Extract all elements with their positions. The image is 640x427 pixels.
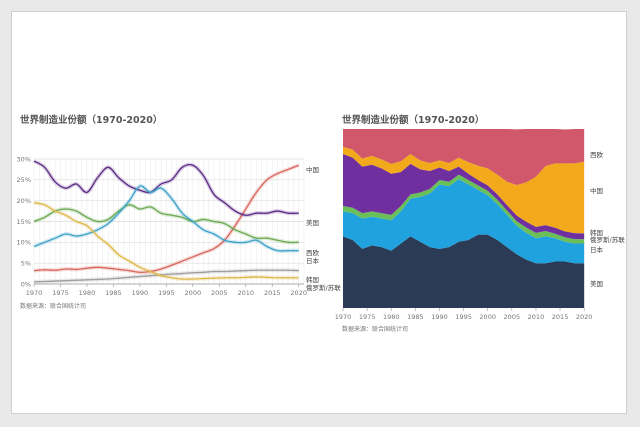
series-label: 韩国	[590, 228, 603, 237]
x-tick-label: 1970	[335, 313, 352, 321]
x-tick-label: 2000	[185, 289, 202, 297]
y-tick-label: 0%	[21, 280, 31, 288]
series-label: 西欧	[590, 150, 604, 159]
series-label: 美国	[306, 218, 319, 227]
series-label: 俄罗斯/苏联	[590, 235, 625, 244]
area-band	[343, 179, 585, 264]
series-line	[33, 164, 299, 274]
series-line	[33, 202, 299, 280]
y-tick-label: 5%	[21, 259, 31, 267]
x-tick-label: 1980	[79, 289, 96, 297]
series-line	[33, 269, 299, 283]
area-band	[343, 129, 585, 186]
series-label: 中国	[590, 186, 603, 195]
y-tick-label: 15%	[17, 218, 31, 226]
x-tick-label: 1980	[383, 313, 400, 321]
y-tick-label: 30%	[17, 155, 31, 163]
x-tick-label: 2010	[528, 313, 545, 321]
area-band	[343, 146, 585, 234]
series-line	[33, 160, 299, 216]
x-tick-label: 1995	[158, 289, 175, 297]
x-tick-label: 2000	[479, 313, 496, 321]
x-tick-label: 2005	[211, 289, 228, 297]
x-tick-label: 2020	[576, 313, 593, 321]
line-chart-title: 世界制造业份额（1970-2020）	[20, 114, 162, 126]
series-label: 美国	[590, 279, 603, 288]
x-tick-label: 1990	[431, 313, 448, 321]
x-tick-label: 1985	[407, 313, 424, 321]
x-tick-label: 1975	[52, 289, 69, 297]
line-chart-source: 数据来源：联合国统计司	[20, 302, 86, 310]
x-tick-label: 2005	[504, 313, 521, 321]
x-tick-label: 2015	[264, 289, 281, 297]
series-label: 俄罗斯/苏联	[306, 283, 341, 292]
y-tick-label: 25%	[17, 176, 31, 184]
x-tick-label: 1975	[359, 313, 376, 321]
series-label: 韩国	[306, 275, 319, 284]
x-tick-label: 2015	[552, 313, 569, 321]
line-chart: 世界制造业份额（1970-2020） 0% 5% 10% 15% 20% 25% 30% 19…	[17, 114, 342, 310]
x-tick-label: 1985	[105, 289, 122, 297]
area-band	[343, 234, 585, 308]
series-label: 日本	[306, 256, 320, 265]
y-tick-label: 10%	[17, 239, 31, 247]
series-label: 中国	[306, 165, 319, 174]
y-tick-label: 20%	[17, 197, 31, 205]
charts-canvas: 世界制造业份额（1970-2020） 0% 5% 10% 15% 20% 25% 30% 19…	[17, 114, 626, 333]
area-chart-source: 数据来源：联合国统计司	[342, 325, 408, 333]
series-line	[33, 204, 299, 244]
area-band	[343, 154, 585, 240]
x-tick-label: 2010	[237, 289, 254, 297]
area-chart: 世界制造业份额（1970-2020） 1970 1975 1980 1985 1990 1…	[335, 114, 625, 333]
chart-frame: 世界制造业份额（1970-2020） 0% 5% 10% 15% 20% 25% 30% 19…	[11, 11, 627, 414]
series-line	[33, 185, 299, 252]
x-tick-label: 1995	[455, 313, 472, 321]
x-tick-label: 1970	[26, 289, 43, 297]
area-band	[343, 174, 585, 244]
series-label: 日本	[590, 245, 604, 254]
x-tick-label: 1990	[132, 289, 149, 297]
x-tick-label: 2020	[290, 289, 307, 297]
area-chart-title: 世界制造业份额（1970-2020）	[342, 114, 484, 126]
series-label: 西欧	[306, 248, 320, 257]
